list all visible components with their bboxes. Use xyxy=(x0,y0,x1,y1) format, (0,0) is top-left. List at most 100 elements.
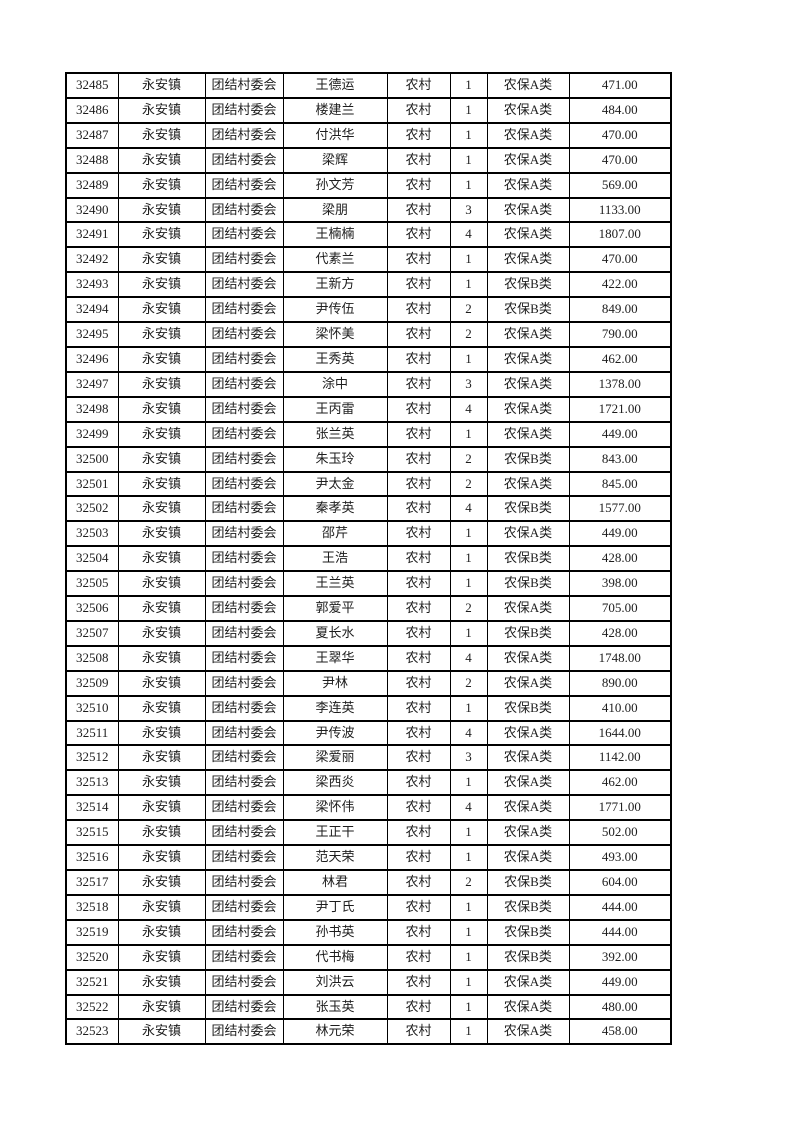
cell-record-id: 32497 xyxy=(65,370,119,398)
cell-village-committee: 团结村委会 xyxy=(204,570,284,598)
cell-residence-type: 农村 xyxy=(386,271,451,299)
cell-record-id: 32515 xyxy=(65,819,119,847)
table-row: 32505 永安镇 团结村委会 王兰英 农村 1 农保B类 398.00 xyxy=(65,570,672,598)
cell-person-name: 朱玉玲 xyxy=(282,445,388,473)
cell-record-id: 32510 xyxy=(65,694,119,722)
cell-town: 永安镇 xyxy=(117,769,206,797)
cell-record-id: 32489 xyxy=(65,171,119,199)
cell-residence-type: 农村 xyxy=(386,943,451,971)
cell-residence-type: 农村 xyxy=(386,694,451,722)
cell-amount: 849.00 xyxy=(568,296,672,324)
cell-amount: 1577.00 xyxy=(568,495,672,523)
cell-residence-type: 农村 xyxy=(386,769,451,797)
table-row: 32510 永安镇 团结村委会 李连英 农村 1 农保B类 410.00 xyxy=(65,694,672,722)
table-row: 32494 永安镇 团结村委会 尹传伍 农村 2 农保B类 849.00 xyxy=(65,296,672,324)
cell-insurance-class: 农保A类 xyxy=(486,769,570,797)
cell-person-count: 1 xyxy=(449,420,488,448)
cell-amount: 1748.00 xyxy=(568,644,672,672)
cell-village-committee: 团结村委会 xyxy=(204,694,284,722)
cell-person-name: 秦孝英 xyxy=(282,495,388,523)
cell-person-count: 2 xyxy=(449,296,488,324)
cell-record-id: 32522 xyxy=(65,993,119,1021)
cell-insurance-class: 农保A类 xyxy=(486,345,570,373)
pension-roster-table: 32485 永安镇 团结村委会 王德运 农村 1 农保A类 471.00 32486 永安镇 团结村… xyxy=(65,72,672,1046)
cell-town: 永安镇 xyxy=(117,420,206,448)
cell-record-id: 32519 xyxy=(65,918,119,946)
cell-person-count: 4 xyxy=(449,221,488,249)
cell-town: 永安镇 xyxy=(117,296,206,324)
table-row: 32522 永安镇 团结村委会 张玉英 农村 1 农保A类 480.00 xyxy=(65,993,672,1021)
cell-village-committee: 团结村委会 xyxy=(204,644,284,672)
cell-residence-type: 农村 xyxy=(386,121,451,149)
cell-person-count: 1 xyxy=(449,345,488,373)
cell-amount: 890.00 xyxy=(568,669,672,697)
cell-village-committee: 团结村委会 xyxy=(204,146,284,174)
cell-record-id: 32518 xyxy=(65,893,119,921)
cell-village-committee: 团结村委会 xyxy=(204,545,284,573)
cell-village-committee: 团结村委会 xyxy=(204,445,284,473)
table-row: 32487 永安镇 团结村委会 付洪华 农村 1 农保A类 470.00 xyxy=(65,121,672,149)
cell-person-count: 1 xyxy=(449,694,488,722)
cell-town: 永安镇 xyxy=(117,619,206,647)
cell-person-name: 王楠楠 xyxy=(282,221,388,249)
cell-town: 永安镇 xyxy=(117,321,206,348)
cell-person-count: 4 xyxy=(449,395,488,423)
cell-insurance-class: 农保A类 xyxy=(486,420,570,448)
cell-residence-type: 农村 xyxy=(386,495,451,523)
cell-residence-type: 农村 xyxy=(386,993,451,1021)
cell-person-name: 付洪华 xyxy=(282,121,388,149)
cell-record-id: 32495 xyxy=(65,321,119,348)
cell-town: 永安镇 xyxy=(117,993,206,1021)
cell-insurance-class: 农保B类 xyxy=(486,296,570,324)
cell-amount: 502.00 xyxy=(568,819,672,847)
table-row: 32507 永安镇 团结村委会 夏长水 农村 1 农保B类 428.00 xyxy=(65,619,672,647)
cell-record-id: 32494 xyxy=(65,296,119,324)
cell-person-name: 尹林 xyxy=(282,669,388,697)
cell-person-name: 郭爱平 xyxy=(282,595,388,622)
cell-residence-type: 农村 xyxy=(386,794,451,822)
cell-amount: 410.00 xyxy=(568,694,672,722)
cell-record-id: 32507 xyxy=(65,619,119,647)
cell-amount: 1721.00 xyxy=(568,395,672,423)
table-row: 32520 永安镇 团结村委会 代书梅 农村 1 农保B类 392.00 xyxy=(65,943,672,971)
cell-insurance-class: 农保A类 xyxy=(486,121,570,149)
cell-amount: 462.00 xyxy=(568,345,672,373)
table-row: 32521 永安镇 团结村委会 刘洪云 农村 1 农保A类 449.00 xyxy=(65,968,672,996)
cell-insurance-class: 农保B类 xyxy=(486,271,570,299)
cell-village-committee: 团结村委会 xyxy=(204,296,284,324)
cell-residence-type: 农村 xyxy=(386,296,451,324)
cell-person-count: 1 xyxy=(449,619,488,647)
cell-insurance-class: 农保B类 xyxy=(486,694,570,722)
cell-insurance-class: 农保A类 xyxy=(486,470,570,498)
cell-person-count: 3 xyxy=(449,370,488,398)
cell-person-name: 涂中 xyxy=(282,370,388,398)
cell-person-count: 1 xyxy=(449,246,488,274)
cell-amount: 428.00 xyxy=(568,619,672,647)
cell-person-count: 3 xyxy=(449,744,488,772)
cell-insurance-class: 农保A类 xyxy=(486,968,570,996)
cell-person-count: 4 xyxy=(449,719,488,747)
cell-village-committee: 团结村委会 xyxy=(204,744,284,772)
table-row: 32506 永安镇 团结村委会 郭爱平 农村 2 农保A类 705.00 xyxy=(65,595,672,622)
cell-insurance-class: 农保B类 xyxy=(486,445,570,473)
cell-record-id: 32506 xyxy=(65,595,119,622)
cell-residence-type: 农村 xyxy=(386,744,451,772)
table-row: 32490 永安镇 团结村委会 梁朋 农村 3 农保A类 1133.00 xyxy=(65,196,672,224)
cell-insurance-class: 农保A类 xyxy=(486,395,570,423)
cell-person-name: 尹传伍 xyxy=(282,296,388,324)
cell-person-count: 1 xyxy=(449,943,488,971)
cell-village-committee: 团结村委会 xyxy=(204,420,284,448)
cell-record-id: 32502 xyxy=(65,495,119,523)
cell-town: 永安镇 xyxy=(117,819,206,847)
cell-record-id: 32516 xyxy=(65,844,119,871)
cell-record-id: 32521 xyxy=(65,968,119,996)
cell-village-committee: 团结村委会 xyxy=(204,395,284,423)
cell-town: 永安镇 xyxy=(117,72,206,99)
table-row: 32500 永安镇 团结村委会 朱玉玲 农村 2 农保B类 843.00 xyxy=(65,445,672,473)
cell-person-name: 邵芹 xyxy=(282,520,388,548)
cell-town: 永安镇 xyxy=(117,271,206,299)
cell-village-committee: 团结村委会 xyxy=(204,345,284,373)
cell-person-count: 1 xyxy=(449,1018,488,1046)
cell-person-name: 张兰英 xyxy=(282,420,388,448)
cell-village-committee: 团结村委会 xyxy=(204,321,284,348)
